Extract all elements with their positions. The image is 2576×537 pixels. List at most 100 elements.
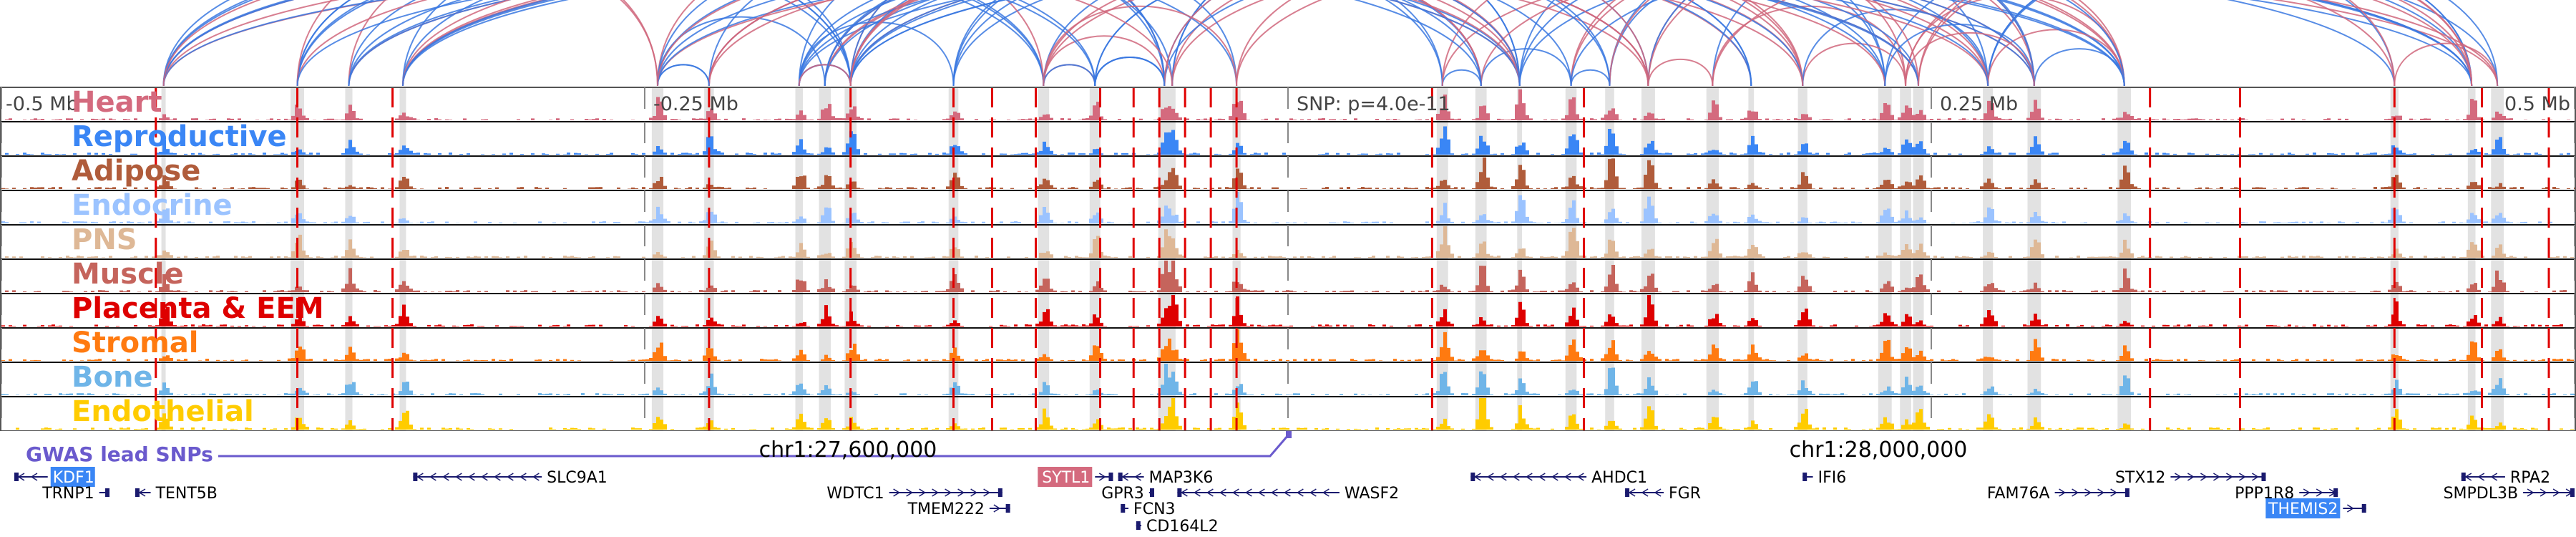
chromatin-loop-arc: [401, 0, 2125, 87]
chromatin-loop-arc: [1987, 29, 2125, 87]
chromatin-loop-arc: [798, 0, 1804, 87]
track-label: Endocrine: [72, 189, 233, 222]
gene-label: SYTL1: [1042, 469, 1090, 487]
exon-block: [1118, 473, 1123, 481]
exon-block: [2124, 488, 2129, 497]
gene-label: WASF2: [1345, 485, 1399, 503]
gene-sytl1: SYTL1: [1038, 467, 1113, 487]
strand-arrow-icon: [2477, 473, 2485, 481]
gene-label: GPR3: [1101, 485, 1144, 503]
chromatin-loop-arc: [798, 64, 852, 87]
strand-arrow-icon: [1296, 488, 1304, 497]
gene-ahdc1: AHDC1: [1470, 469, 1647, 487]
strand-arrow-icon: [532, 473, 540, 481]
chromatin-loop-arc: [1441, 69, 1482, 87]
chromatin-loop-arc: [296, 0, 1649, 87]
gene-label: FGR: [1669, 485, 1701, 503]
chromatin-loop-arc: [1518, 0, 2125, 87]
gene-label: RPA2: [2510, 469, 2550, 487]
chromatin-loop-arc: [1043, 35, 1166, 87]
chromatin-loop-arc: [1647, 0, 2035, 87]
gene-label: AHDC1: [1591, 469, 1647, 487]
gene-label: FAM76A: [1987, 485, 2050, 503]
chromatin-loop-arc: [708, 0, 1649, 87]
chromatin-loop-arc: [401, 0, 1920, 87]
strand-arrow-icon: [906, 488, 914, 497]
chromatin-loop-arc: [401, 0, 852, 87]
ruler-label: -0.25 Mb: [653, 93, 738, 115]
chromatin-loop-arc: [296, 0, 1045, 87]
chromatin-loop-arc: [824, 0, 1482, 87]
track-labels: HeartReproductiveAdiposeEndocrinePNSMusc…: [72, 86, 324, 428]
chromatin-loop-arc: [1043, 0, 1804, 87]
chromatin-loop-arc: [1441, 0, 2473, 87]
strand-arrow-icon: [2464, 473, 2472, 481]
chromatin-loop-arc: [656, 0, 1174, 87]
chromatin-loop-arc: [1647, 58, 1714, 87]
track-label: Reproductive: [72, 120, 287, 153]
strand-arrow-icon: [1244, 488, 1252, 497]
chromatin-loop-arc: [1163, 0, 1649, 87]
chromatin-loop-arc: [1094, 57, 1166, 87]
strand-arrow-icon: [983, 488, 991, 497]
chromatin-loop-arc: [348, 0, 658, 87]
chromatin-loop-arc: [656, 0, 1482, 87]
chromatin-loop-arc: [162, 0, 852, 87]
strand-arrow-icon: [1486, 473, 1494, 481]
chromatin-loop-arc: [1094, 57, 1166, 87]
gene-smpdl3b: SMPDL3B: [2444, 485, 2575, 503]
chromatin-loop-arc: [824, 0, 1521, 87]
chromatin-loop-arc: [1043, 5, 1238, 87]
chromatin-loop-arc: [162, 0, 2473, 87]
signal-bars: [5, 226, 2574, 258]
strand-arrow-icon: [1512, 473, 1520, 481]
chromatin-loop-arc: [952, 0, 1443, 87]
strand-arrow-icon: [2213, 473, 2220, 481]
strand-arrow-icon: [2540, 488, 2547, 497]
gwas-snp-marker: [1286, 431, 1292, 438]
exon-block: [2570, 488, 2575, 497]
chromatin-loop-arc: [1905, 0, 2473, 87]
chromatin-loop-arc: [849, 0, 2035, 87]
strand-arrow-icon: [30, 473, 38, 481]
chromatin-loop-arc: [1570, 69, 1611, 87]
chromatin-loop-arc: [1987, 0, 2473, 87]
chromatin-loop-arc: [1570, 0, 2125, 87]
chromatin-loop-arc: [1480, 0, 2396, 87]
gene-highlight: [1038, 467, 1093, 487]
strand-arrow-icon: [1193, 488, 1201, 497]
chromatin-loop-arc: [1570, 0, 2035, 87]
chromatin-loop-arc: [656, 64, 710, 87]
chromatin-loop-arc: [849, 0, 1752, 87]
gene-label: THEMIS2: [2268, 500, 2338, 518]
strand-arrow-icon: [957, 488, 965, 497]
gene-label: FCN3: [1133, 500, 1175, 518]
chromatin-loop-arc: [1043, 64, 1096, 87]
gene-wasf2: WASF2: [1177, 485, 1399, 503]
strand-arrow-icon: [1283, 488, 1291, 497]
chromatin-loop-arc: [656, 0, 1886, 87]
chromatin-loop-arc: [849, 0, 2125, 87]
chromatin-loop-arc: [348, 0, 1920, 87]
chromatin-loop-arc: [849, 0, 1166, 87]
strand-arrow-icon: [1134, 473, 1142, 481]
strand-arrow-icon: [1563, 473, 1571, 481]
strand-arrow-icon: [519, 473, 527, 481]
strand-arrow-icon: [1551, 473, 1558, 481]
gene-fam76a: FAM76A: [1987, 485, 2129, 503]
gene-themis2: THEMIS2: [2265, 498, 2366, 518]
chromatin-loop-arc: [708, 0, 1989, 87]
chromatin-loop-arcs: [162, 0, 2499, 87]
exon-block: [1108, 473, 1113, 481]
chromatin-loop-arc: [1609, 0, 1886, 87]
track-label: PNS: [72, 223, 137, 256]
gene-map3k6: MAP3K6: [1118, 469, 1213, 487]
gene-gpr3: GPR3: [1101, 485, 1155, 503]
strand-arrow-icon: [945, 488, 952, 497]
strand-arrow-icon: [1257, 488, 1265, 497]
strand-arrow-icon: [1270, 488, 1278, 497]
gene-label: WDTC1: [826, 485, 884, 503]
chromatin-loop-arc: [1043, 0, 1611, 87]
chromatin-loop-arc: [798, 0, 2125, 87]
exon-block: [2333, 488, 2338, 497]
